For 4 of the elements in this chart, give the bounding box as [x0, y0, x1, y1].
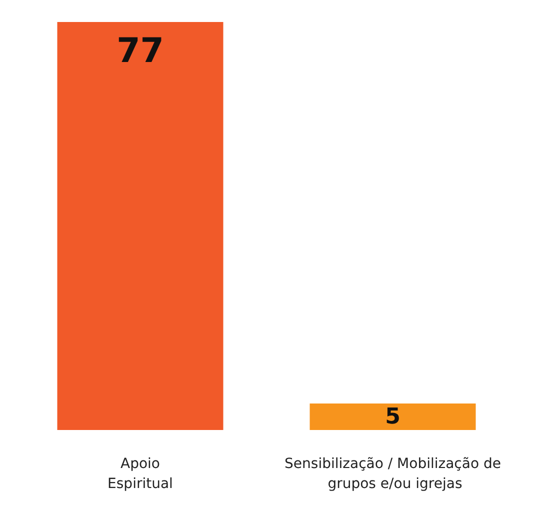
data-label: 77: [116, 31, 164, 71]
x-tick-label: Sensibilização / Mobilização de grupos e/ou igrejas: [284, 456, 501, 492]
data-label: 5: [385, 404, 400, 430]
x-tick-label: Apoio Espiritual: [108, 456, 173, 492]
